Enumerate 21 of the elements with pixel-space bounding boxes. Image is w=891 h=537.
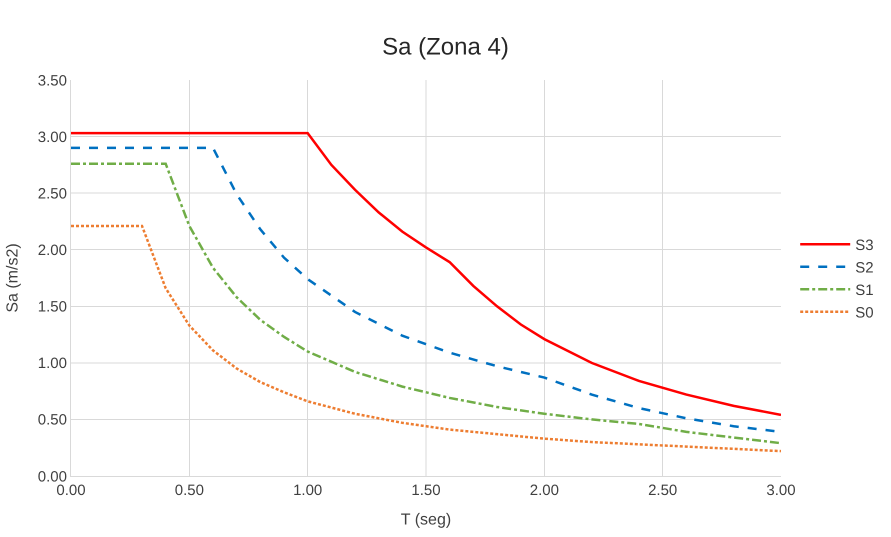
y-tick-label: 1.00 (38, 355, 67, 372)
y-axis-title: Sa (m/s2) (4, 243, 22, 313)
x-tick-label: 2.50 (648, 482, 678, 499)
x-tick-label: 0.50 (174, 482, 204, 499)
y-tick-label: 3.00 (38, 128, 67, 146)
legend-label: S0 (855, 304, 874, 322)
y-tick-label: 0.50 (38, 412, 67, 429)
legend-label: S1 (855, 282, 874, 300)
x-tick-label: 1.50 (411, 482, 441, 499)
x-tick-label: 3.00 (766, 482, 796, 499)
y-tick-label: 3.50 (38, 72, 67, 90)
legend-label: S3 (855, 237, 874, 254)
line-series (71, 224, 781, 452)
legend-label: S2 (855, 260, 874, 277)
x-tick-label: 2.00 (530, 482, 559, 499)
x-tick-label: 1.00 (293, 482, 322, 499)
chart-title: Sa (Zona 4) (382, 33, 509, 60)
y-tick-label: 2.00 (38, 242, 67, 259)
y-tick-label: 1.50 (38, 298, 67, 316)
x-axis-title: T (seg) (400, 512, 452, 529)
y-tick-label: 2.50 (38, 185, 67, 202)
